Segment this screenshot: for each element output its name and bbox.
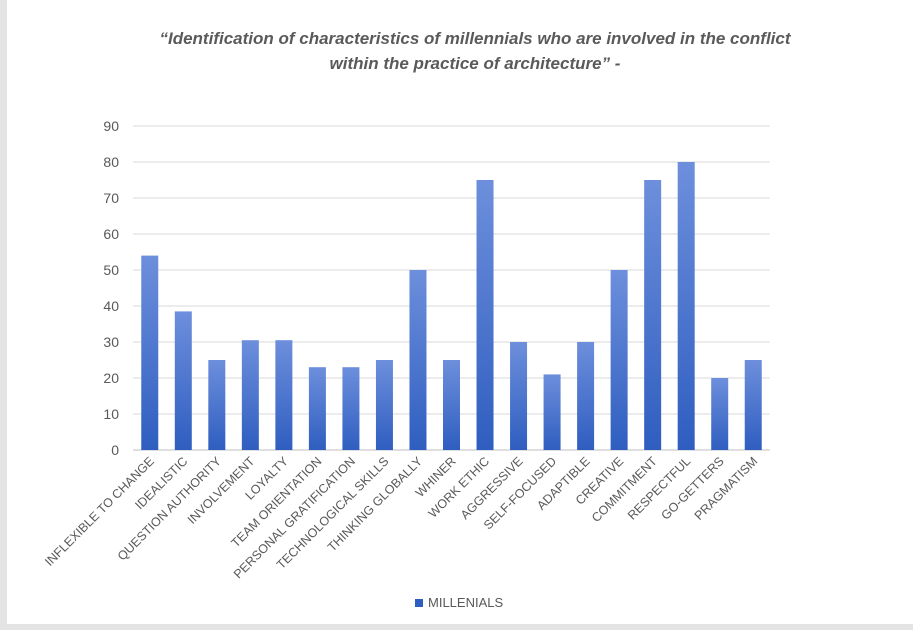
bar-thinking-globally <box>409 270 427 450</box>
y-tick-label-70: 70 <box>103 190 119 206</box>
chart-title: “Identification of characteristics of mi… <box>60 26 890 76</box>
bar-aggressive <box>510 342 528 450</box>
legend-swatch-millenials <box>415 599 423 607</box>
y-tick-label-90: 90 <box>103 118 119 134</box>
y-tick-label-10: 10 <box>103 406 119 422</box>
y-tick-label-30: 30 <box>103 334 119 350</box>
bar-pragmatism <box>744 360 762 450</box>
bar-team-orientation <box>308 367 326 450</box>
bar-self-focused <box>543 374 561 450</box>
bar-inflexible-to-change <box>141 255 159 450</box>
bar-technological-skills <box>375 360 393 450</box>
bars <box>141 162 762 450</box>
frame-left-edge <box>0 0 7 630</box>
bar-adaptible <box>577 342 595 450</box>
y-tick-label-20: 20 <box>103 370 119 386</box>
y-tick-label-60: 60 <box>103 226 119 242</box>
y-tick-label-50: 50 <box>103 262 119 278</box>
legend-label-millenials: MILLENIALS <box>428 595 503 610</box>
x-tick-label-inflexible-to-change: INFLEXIBLE TO CHANGE <box>42 454 157 569</box>
legend: MILLENIALS <box>415 595 503 610</box>
bar-commitment <box>644 180 662 450</box>
y-tick-label-0: 0 <box>111 442 119 458</box>
y-tick-label-40: 40 <box>103 298 119 314</box>
bar-question-authority <box>208 360 226 450</box>
chart-title-line-2: within the practice of architecture” - <box>329 54 621 73</box>
bar-personal-gratification <box>342 367 360 450</box>
bar-respectful <box>677 162 695 450</box>
bar-idealistic <box>174 311 192 450</box>
bar-loyalty <box>275 340 293 450</box>
bar-work-ethic <box>476 180 494 450</box>
bar-go-getters <box>711 378 729 450</box>
y-tick-label-80: 80 <box>103 154 119 170</box>
bar-whiner <box>443 360 460 450</box>
bar-creative <box>610 270 628 450</box>
bar-involvement <box>241 340 259 450</box>
chart-title-line-1: “Identification of characteristics of mi… <box>159 29 791 48</box>
y-axis-ticks: 0 10 20 30 40 50 60 70 80 90 <box>103 118 119 458</box>
frame-bottom-edge <box>0 624 913 630</box>
